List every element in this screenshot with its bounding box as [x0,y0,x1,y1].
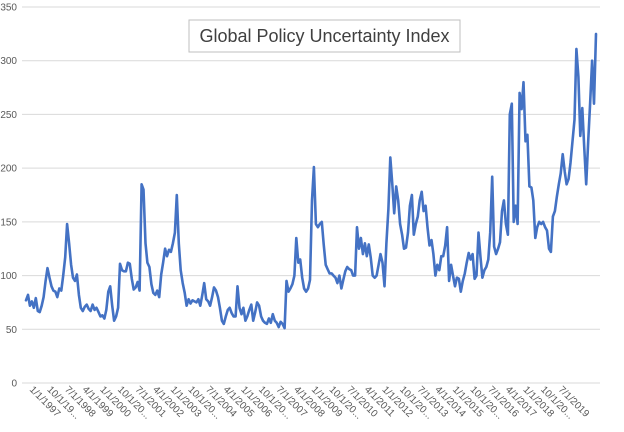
title-frame [188,19,461,53]
series-line [24,32,598,330]
y-tick-label: 100 [0,271,17,282]
series-layer [24,32,598,330]
chart-title-box: Global Policy Uncertainty Index [188,19,461,53]
y-tick-label: 50 [6,325,18,336]
y-tick-label: 150 [0,217,17,228]
y-axis-tick-labels: 0 50 100 150 200 250 300 350 [0,3,17,390]
y-tick-label: 300 [0,56,17,67]
y-tick-label: 0 [11,379,17,390]
y-tick-label: 250 [0,110,17,121]
y-tick-label: 350 [0,3,17,14]
chart-title: Global Policy Uncertainty Index [199,26,449,46]
y-tick-label: 200 [0,164,17,175]
x-axis-tick-labels: 1/1/199710/1/19...7/1/19984/1/19991/1/20… [27,384,591,421]
